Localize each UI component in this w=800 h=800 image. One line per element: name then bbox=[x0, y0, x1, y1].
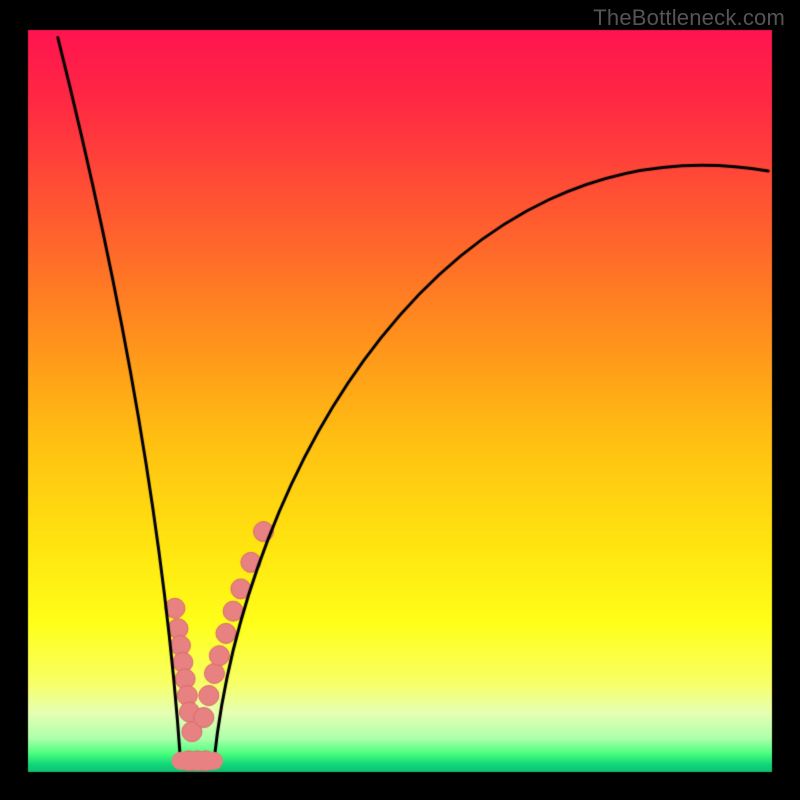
bottleneck-chart bbox=[0, 0, 800, 800]
watermark-text: TheBottleneck.com bbox=[593, 5, 785, 31]
